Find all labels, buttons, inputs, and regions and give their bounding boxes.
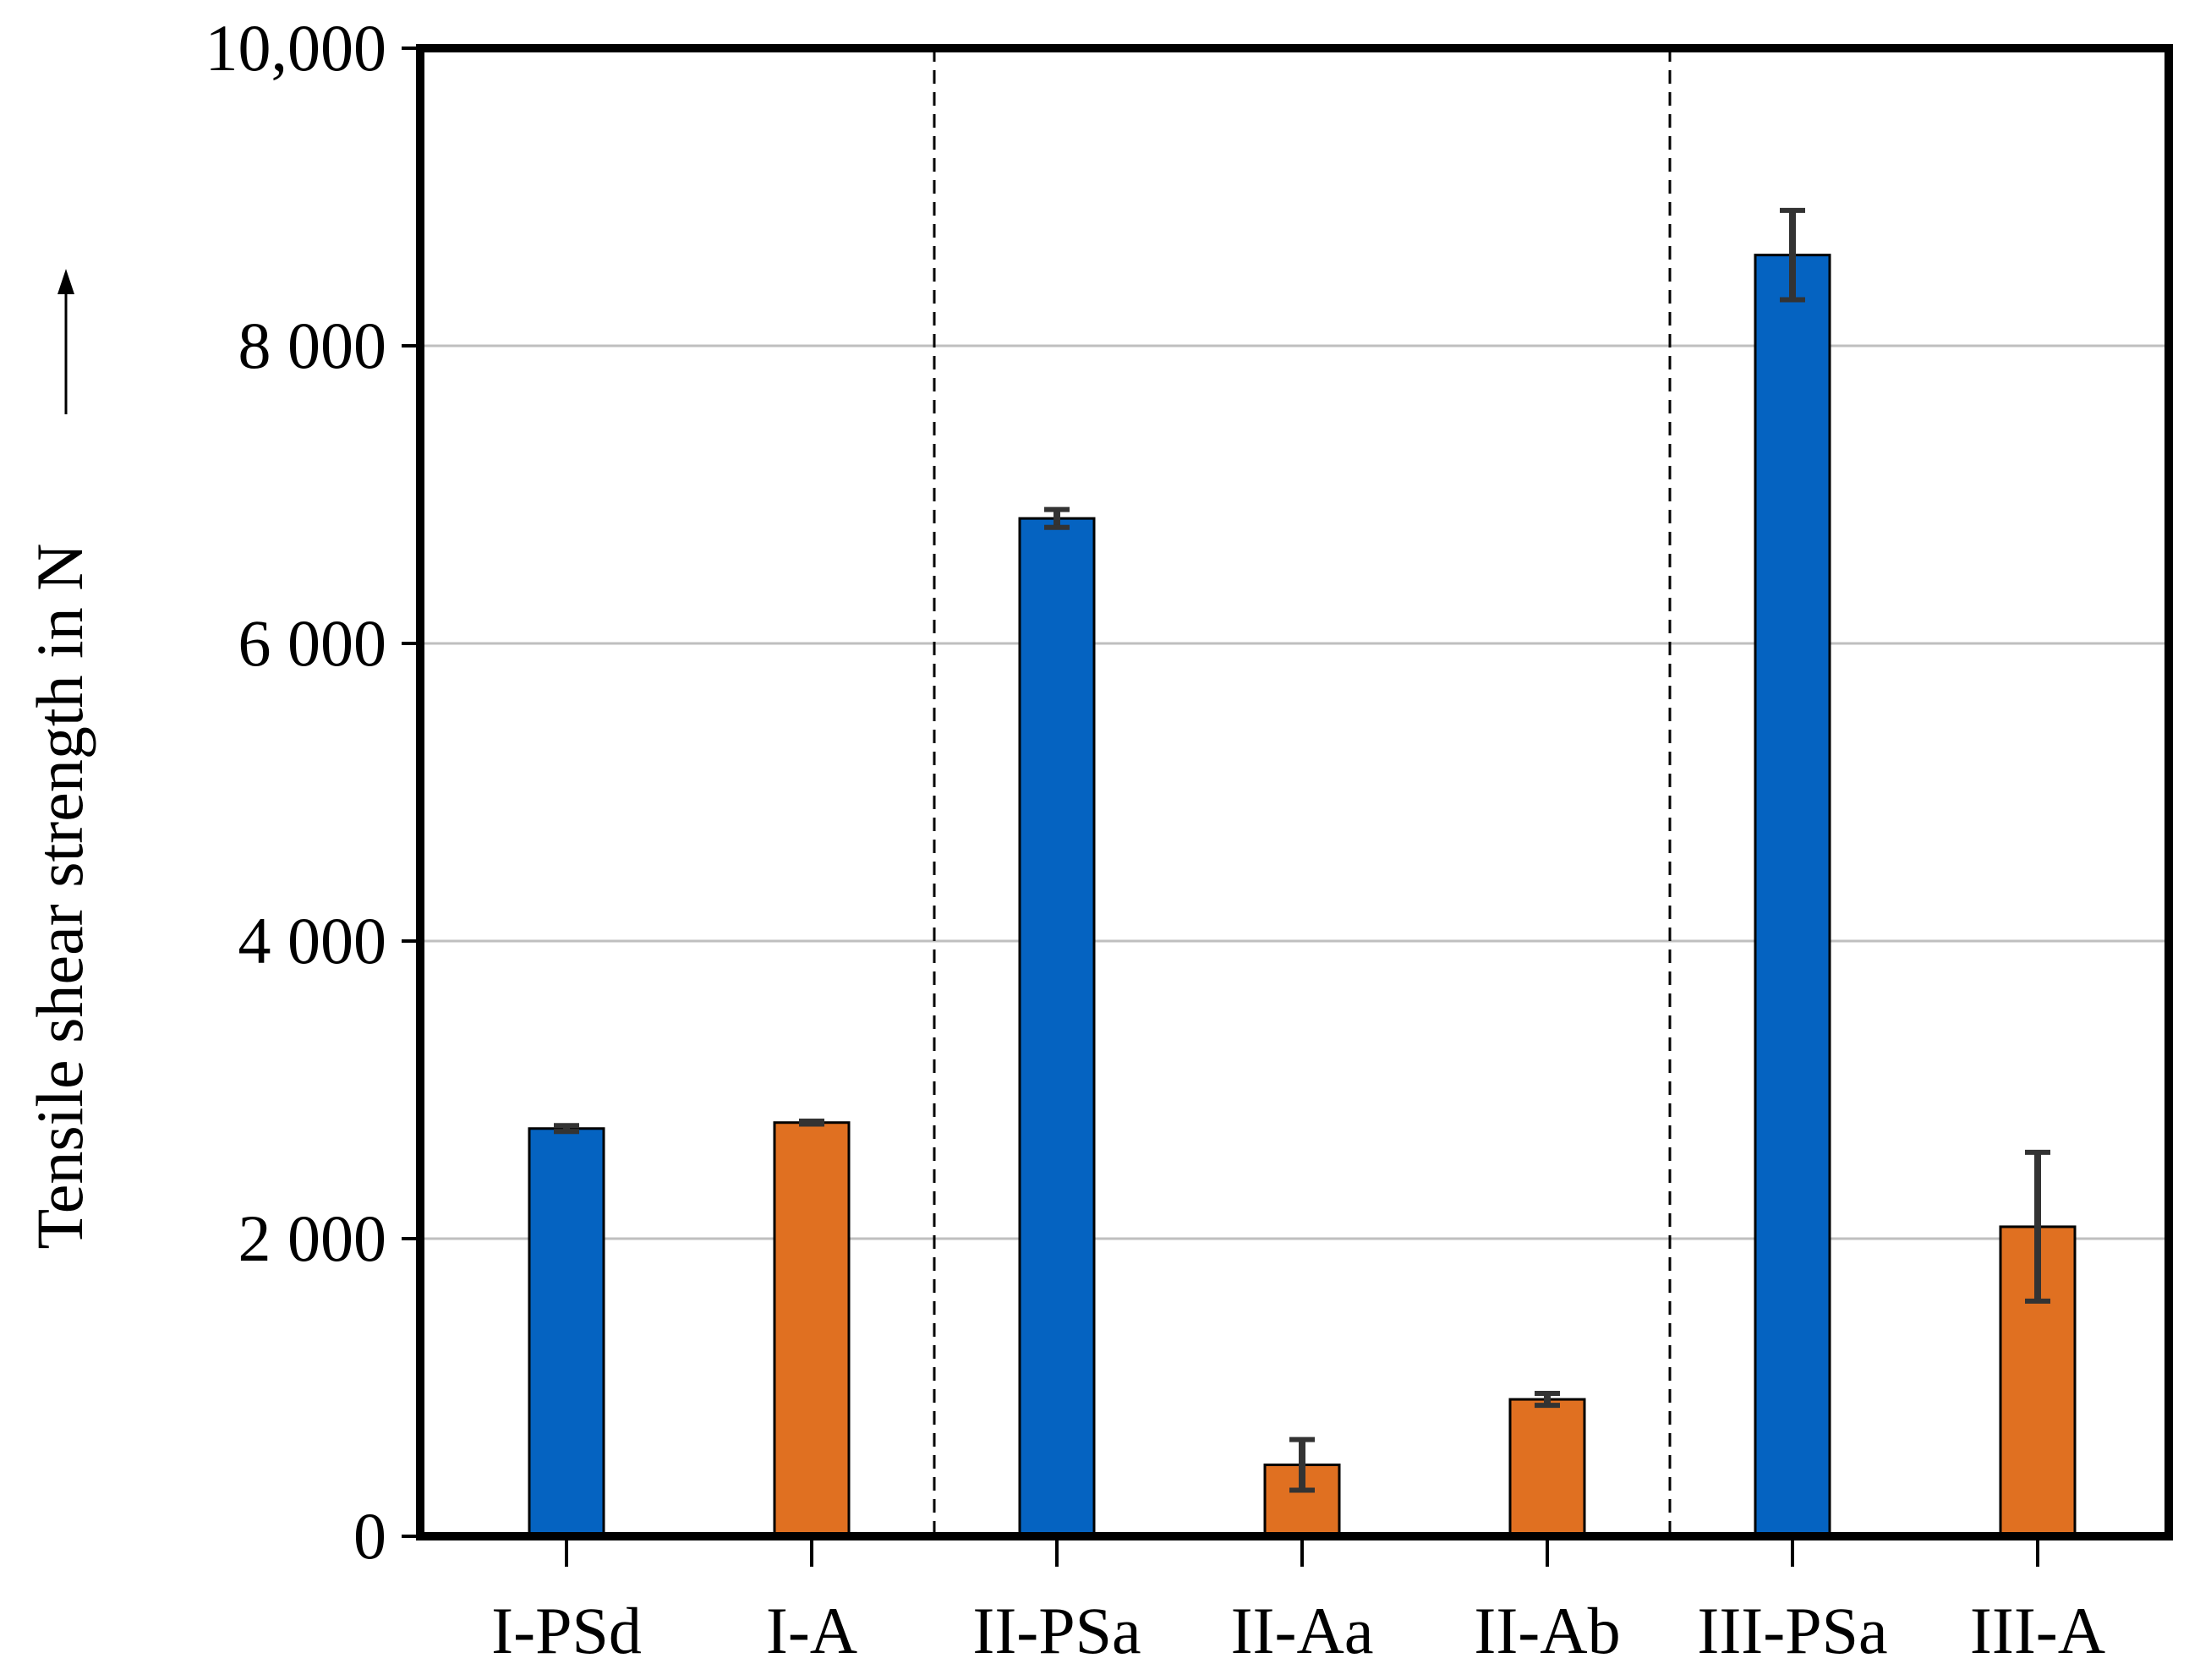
y-axis-ticks: 0 2 000 4 000 6 000 8 000 10,000: [205, 11, 420, 1573]
x-tick-label: I-PSd: [491, 1594, 642, 1667]
x-tick-label: II-PSa: [972, 1594, 1141, 1667]
y-tick-label: 2 000: [238, 1201, 387, 1275]
error-bar-ii-aa: [1289, 1436, 1315, 1493]
error-bar-ii-psa: [1044, 506, 1070, 530]
y-axis-label: Tensile shear strength in N: [23, 544, 96, 1250]
bar-ii-psa: [1018, 517, 1096, 1538]
bar-i-psd: [528, 1127, 605, 1538]
y-tick-label: 0: [353, 1499, 386, 1573]
y-tick-label: 10,000: [205, 11, 387, 85]
y-tick-label: 6 000: [238, 606, 387, 680]
error-bar-iii-psa: [1780, 207, 1805, 303]
x-axis-ticks: I-PSd I-A II-PSa II-Aa II-Ab III-PSa III-A: [491, 1536, 2105, 1667]
bar-i-a: [773, 1121, 851, 1538]
x-tick-label: II-Ab: [1474, 1594, 1620, 1667]
error-bar-ii-ab: [1535, 1391, 1560, 1409]
x-tick-label: III-PSa: [1697, 1594, 1887, 1667]
gridlines: [420, 344, 2169, 1240]
group-separators: [933, 48, 1672, 1536]
error-bar-i-a: [799, 1118, 824, 1127]
y-tick-label: 8 000: [238, 309, 387, 382]
bar-ii-ab: [1508, 1398, 1586, 1538]
error-bars: [554, 207, 2050, 1493]
error-bar-i-psd: [554, 1123, 579, 1135]
x-tick-label: I-A: [766, 1594, 857, 1667]
x-tick-label: II-Aa: [1231, 1594, 1374, 1667]
y-axis-arrow-head: [57, 269, 74, 294]
bars: [528, 254, 2077, 1538]
x-tick-label: III-A: [1970, 1594, 2105, 1667]
y-tick-label: 4 000: [238, 904, 387, 977]
error-bar-iii-a: [2025, 1149, 2050, 1304]
plot-frame: [416, 44, 2173, 1540]
bar-iii-psa: [1754, 254, 1831, 1538]
y-axis-label-group: Tensile shear strength in N: [23, 269, 96, 1250]
